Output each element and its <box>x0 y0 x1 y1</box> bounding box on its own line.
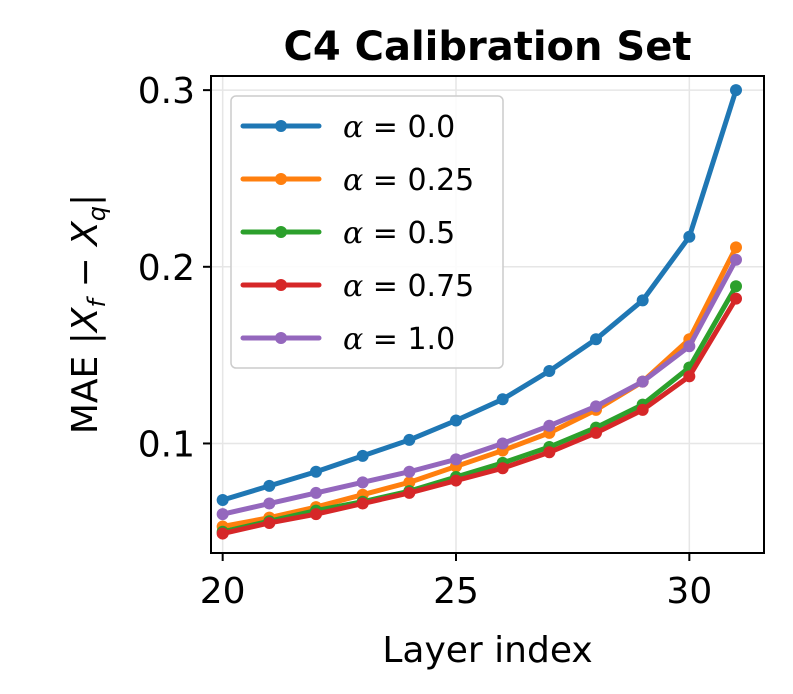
data-point <box>356 497 369 510</box>
data-point <box>590 400 602 413</box>
data-point <box>216 508 229 521</box>
legend-item: α = 0.5 <box>240 216 455 251</box>
legend-box <box>230 95 504 369</box>
legend-swatch-marker <box>275 226 287 238</box>
legend-item: α = 0.75 <box>240 269 474 304</box>
legend-alpha-symbol: α <box>343 163 363 198</box>
legend-item: α = 0.0 <box>240 110 455 145</box>
plot-area-frame <box>210 75 765 554</box>
data-point <box>216 494 229 506</box>
chart-title: C4 Calibration Set <box>283 24 691 70</box>
data-point <box>496 462 509 475</box>
data-point <box>310 486 322 499</box>
data-point <box>496 393 509 406</box>
legend-alpha-symbol: α <box>343 216 363 251</box>
y-tick-label: 0.3 <box>138 71 195 112</box>
data-point <box>590 426 602 439</box>
data-point <box>590 333 602 346</box>
x-tick-label: 20 <box>200 571 246 612</box>
y-axis-label-var-q: X <box>65 220 106 248</box>
legend-alpha-value: = 0.25 <box>363 163 474 198</box>
legend-swatch-marker <box>275 279 287 291</box>
y-axis-label-suffix: | <box>65 194 106 206</box>
series-0 <box>216 84 742 506</box>
legend-item: α = 0.25 <box>240 163 474 198</box>
data-point <box>543 446 556 459</box>
data-point <box>403 486 416 499</box>
legend: α = 0.0α = 0.25α = 0.5α = 0.75α = 1.0 <box>230 95 504 369</box>
series-line <box>220 296 739 537</box>
data-point <box>356 476 369 489</box>
data-point <box>450 474 462 487</box>
series-layer <box>216 84 742 540</box>
data-point <box>310 508 322 521</box>
data-point <box>263 479 276 492</box>
legend-label: α = 0.5 <box>343 216 455 251</box>
series-3 <box>216 292 742 540</box>
y-tick-label: 0.2 <box>138 248 195 289</box>
legend-item: α = 1.0 <box>240 322 455 357</box>
series-line <box>220 257 739 517</box>
data-point <box>403 476 416 489</box>
data-point <box>730 84 742 97</box>
data-point <box>263 497 276 510</box>
data-point <box>683 340 696 353</box>
series-4 <box>216 253 742 521</box>
tick-layer: 20 25 30 0.1 0.2 0.3 <box>138 71 713 612</box>
data-point <box>683 370 696 383</box>
data-point <box>730 280 742 293</box>
series-line <box>220 283 739 535</box>
x-axis-label: Layer index <box>382 630 592 671</box>
y-axis-label-prefix: MAE | <box>65 332 106 434</box>
legend-label: α = 0.25 <box>343 163 474 198</box>
y-axis-label-var-f: X <box>65 306 106 334</box>
data-point <box>683 230 696 243</box>
x-tick-label: 25 <box>433 571 479 612</box>
y-axis-label-sub-q: q <box>83 206 111 221</box>
y-axis-label-minus: − <box>65 246 106 299</box>
data-point <box>636 294 649 307</box>
legend-swatch-marker <box>275 173 287 185</box>
legend-swatch-marker <box>275 120 287 132</box>
legend-alpha-value: = 0.5 <box>363 216 455 251</box>
legend-alpha-value: = 0.75 <box>363 269 474 304</box>
data-point <box>730 253 742 266</box>
legend-label: α = 0.0 <box>343 110 455 145</box>
data-point <box>636 403 649 416</box>
legend-alpha-value: = 1.0 <box>363 322 455 357</box>
y-tick-label: 0.1 <box>138 424 195 465</box>
data-point <box>310 465 322 478</box>
legend-label: α = 0.75 <box>343 269 474 304</box>
data-point <box>730 292 742 305</box>
legend-label: α = 1.0 <box>343 322 455 357</box>
data-point <box>216 527 229 540</box>
data-point <box>543 419 556 432</box>
series-line <box>220 87 739 503</box>
data-point <box>636 375 649 388</box>
data-point <box>356 449 369 462</box>
data-point <box>403 465 416 478</box>
data-point <box>263 516 276 529</box>
data-point <box>543 365 556 378</box>
legend-swatch-marker <box>275 332 287 344</box>
legend-alpha-symbol: α <box>343 322 363 357</box>
data-point <box>496 437 509 450</box>
legend-alpha-value: = 0.0 <box>363 110 455 145</box>
legend-alpha-symbol: α <box>343 269 363 304</box>
data-point <box>450 414 462 427</box>
data-point <box>403 433 416 446</box>
data-point <box>450 453 462 466</box>
legend-alpha-symbol: α <box>343 110 363 145</box>
x-tick-label: 30 <box>666 571 712 612</box>
y-axis-label: MAE |Xf − Xq| <box>65 194 111 434</box>
data-point <box>730 241 742 254</box>
